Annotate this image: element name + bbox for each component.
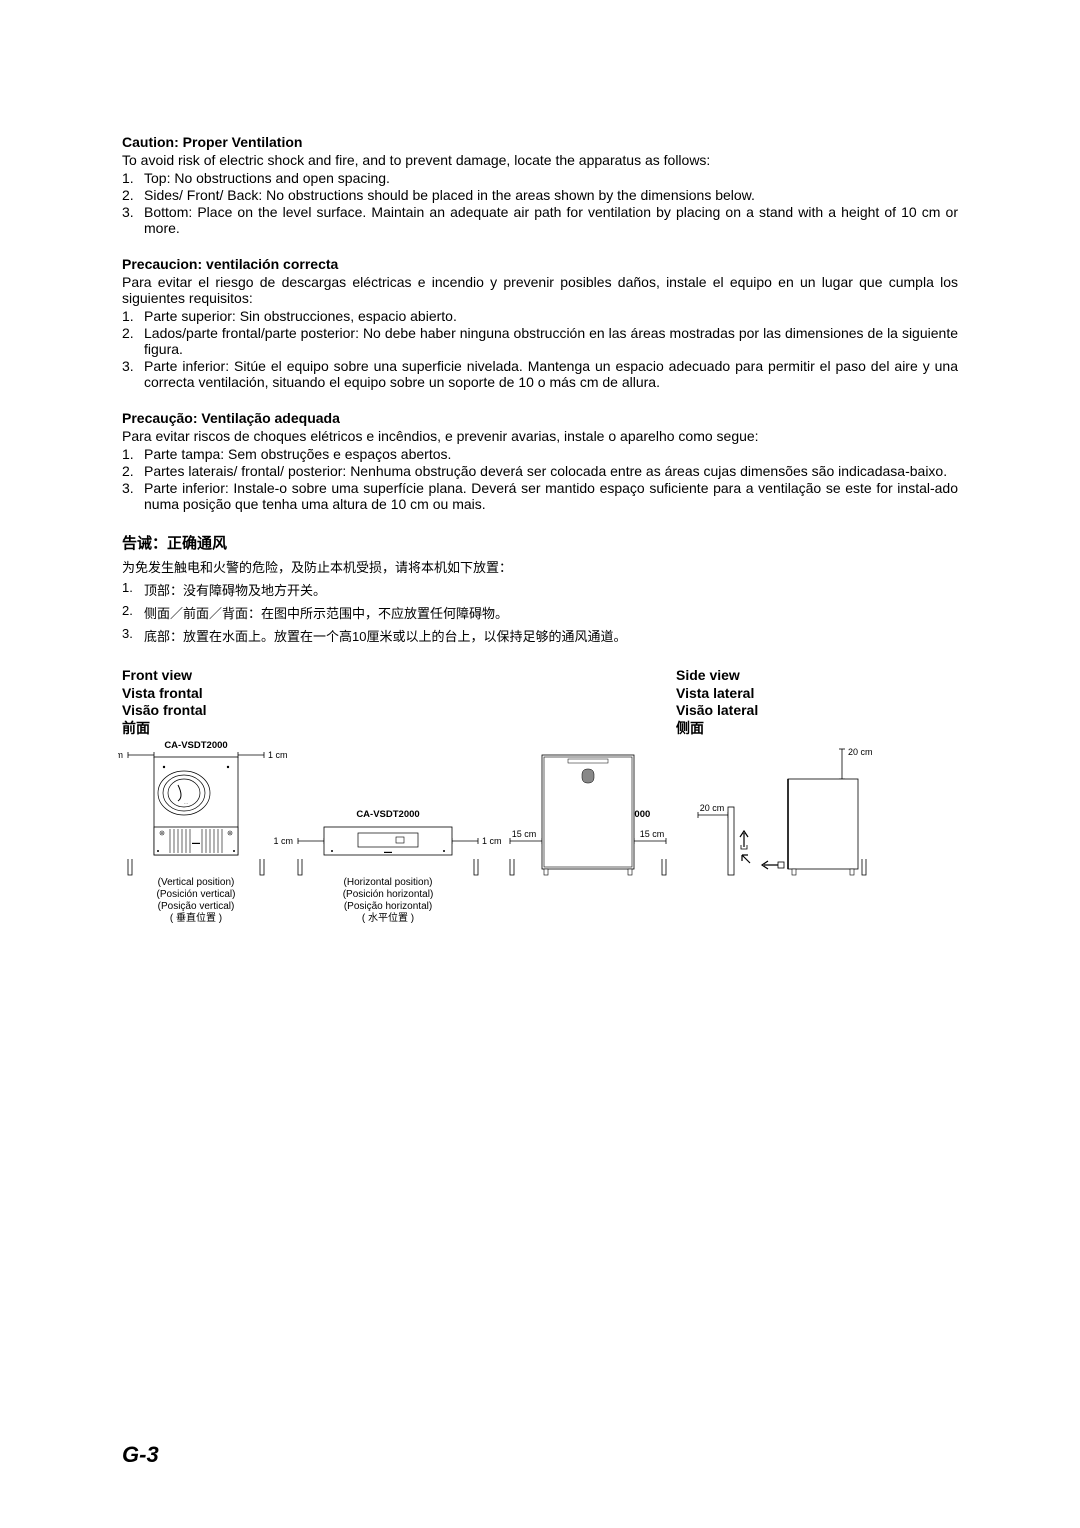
list-item: 2.Lados/parte frontal/parte posterior: N… bbox=[122, 325, 958, 357]
side-label-pt: Visão lateral bbox=[676, 702, 758, 720]
caption-horizontal: (Horizontal position) (Posición horizont… bbox=[324, 877, 452, 925]
side-label-cn: 侧面 bbox=[676, 720, 758, 738]
arrow-diag-icon bbox=[742, 855, 750, 863]
svg-text:1 cm: 1 cm bbox=[273, 836, 293, 846]
list-pt: 1.Parte tampa: Sem obstruções e espaços … bbox=[122, 446, 958, 512]
unit-horizontal: CA-VSDT2000 1 cm 1 cm ▬▬ bbox=[273, 809, 501, 875]
svg-text:1 cm: 1 cm bbox=[118, 750, 123, 760]
svg-text:20 cm: 20 cm bbox=[700, 803, 725, 813]
front-view-labels: Front view Vista frontal Visão frontal 前… bbox=[122, 667, 207, 737]
svg-text:1 cm: 1 cm bbox=[482, 836, 502, 846]
caption-vertical: (Vertical position) (Posición vertical) … bbox=[134, 877, 258, 925]
heading-es: Precaucion: ventilación correcta bbox=[122, 256, 958, 272]
list-item: 2.Sides/ Front/ Back: No obstructions sh… bbox=[122, 187, 958, 203]
svg-text:1 cm: 1 cm bbox=[268, 750, 288, 760]
list-en: 1.Top: No obstructions and open spacing.… bbox=[122, 170, 958, 236]
arrow-up-icon bbox=[740, 831, 748, 849]
list-item: 1.Parte superior: Sin obstrucciones, esp… bbox=[122, 308, 958, 324]
list-item: 2.Partes laterais/ frontal/ posterior: N… bbox=[122, 463, 958, 479]
list-item: 3.底部：放置在水面上。放置在一个高10厘米或以上的台上，以保持足够的通风通道。 bbox=[122, 626, 958, 645]
section-es: Precaucion: ventilación correcta Para ev… bbox=[122, 256, 958, 390]
list-item: 2.侧面／前面／背面：在图中所示范围中，不应放置任何障碍物。 bbox=[122, 603, 958, 622]
list-item: 1.Top: No obstructions and open spacing. bbox=[122, 170, 958, 186]
intro-pt: Para evitar riscos de choques elétricos … bbox=[122, 428, 958, 444]
side-view-group: 20 cm 20 cm SP-PW2000 bbox=[698, 747, 873, 875]
section-cn: 告诫：正确通风 为免发生触电和火警的危险，及防止本机受损，请将本机如下放置： 1… bbox=[122, 532, 958, 645]
list-item: 3.Parte inferior: Sitúe el equipo sobre … bbox=[122, 358, 958, 390]
side-view-labels: Side view Vista lateral Visão lateral 侧面 bbox=[676, 667, 758, 737]
front-label-es: Vista frontal bbox=[122, 685, 207, 703]
list-item: 3.Bottom: Place on the level surface. Ma… bbox=[122, 204, 958, 236]
heading-cn: 告诫：正确通风 bbox=[122, 532, 958, 553]
list-item: 3.Parte inferior: Instale-o sobre uma su… bbox=[122, 480, 958, 512]
svg-text:15 cm: 15 cm bbox=[640, 829, 665, 839]
intro-es: Para evitar el riesgo de descargas eléct… bbox=[122, 274, 958, 306]
front-label-cn: 前面 bbox=[122, 720, 207, 738]
section-en: Caution: Proper Ventilation To avoid ris… bbox=[122, 134, 958, 236]
front-label-pt: Visão frontal bbox=[122, 702, 207, 720]
side-label-es: Vista lateral bbox=[676, 685, 758, 703]
list-cn: 1.顶部：没有障碍物及地方开关。 2.侧面／前面／背面：在图中所示范围中，不应放… bbox=[122, 580, 958, 645]
intro-cn: 为免发生触电和火警的危险，及防止本机受损，请将本机如下放置： bbox=[122, 557, 958, 576]
list-item: 1.顶部：没有障碍物及地方开关。 bbox=[122, 580, 958, 599]
arrow-left-icon bbox=[762, 861, 784, 869]
intro-en: To avoid risk of electric shock and fire… bbox=[122, 152, 958, 168]
subwoofer-front: SP-PW2000 15 cm 15 cm bbox=[510, 755, 666, 875]
svg-text:⋯: ⋯ bbox=[184, 801, 188, 806]
list-item: 1.Parte tampa: Sem obstruções e espaços … bbox=[122, 446, 958, 462]
section-pt: Precaução: Ventilação adequada Para evit… bbox=[122, 410, 958, 512]
svg-text:▬▬: ▬▬ bbox=[384, 849, 392, 854]
list-es: 1.Parte superior: Sin obstrucciones, esp… bbox=[122, 308, 958, 390]
page-number: G-3 bbox=[122, 1442, 159, 1468]
side-label-en: Side view bbox=[676, 667, 758, 685]
diagram-area: Front view Vista frontal Visão frontal 前… bbox=[122, 667, 958, 927]
heading-pt: Precaução: Ventilação adequada bbox=[122, 410, 958, 426]
front-label-en: Front view bbox=[122, 667, 207, 685]
svg-text:15 cm: 15 cm bbox=[512, 829, 537, 839]
ca-label: CA-VSDT2000 bbox=[164, 740, 227, 751]
ca-label-h: CA-VSDT2000 bbox=[356, 809, 419, 820]
heading-en: Caution: Proper Ventilation bbox=[122, 134, 958, 150]
unit-vertical: CA-VSDT2000 1 cm 1 cm ⋯ bbox=[118, 740, 288, 875]
svg-text:▬▬: ▬▬ bbox=[192, 840, 200, 845]
svg-text:20 cm: 20 cm bbox=[848, 747, 873, 757]
ventilation-diagram: CA-VSDT2000 1 cm 1 cm ⋯ bbox=[118, 737, 958, 937]
